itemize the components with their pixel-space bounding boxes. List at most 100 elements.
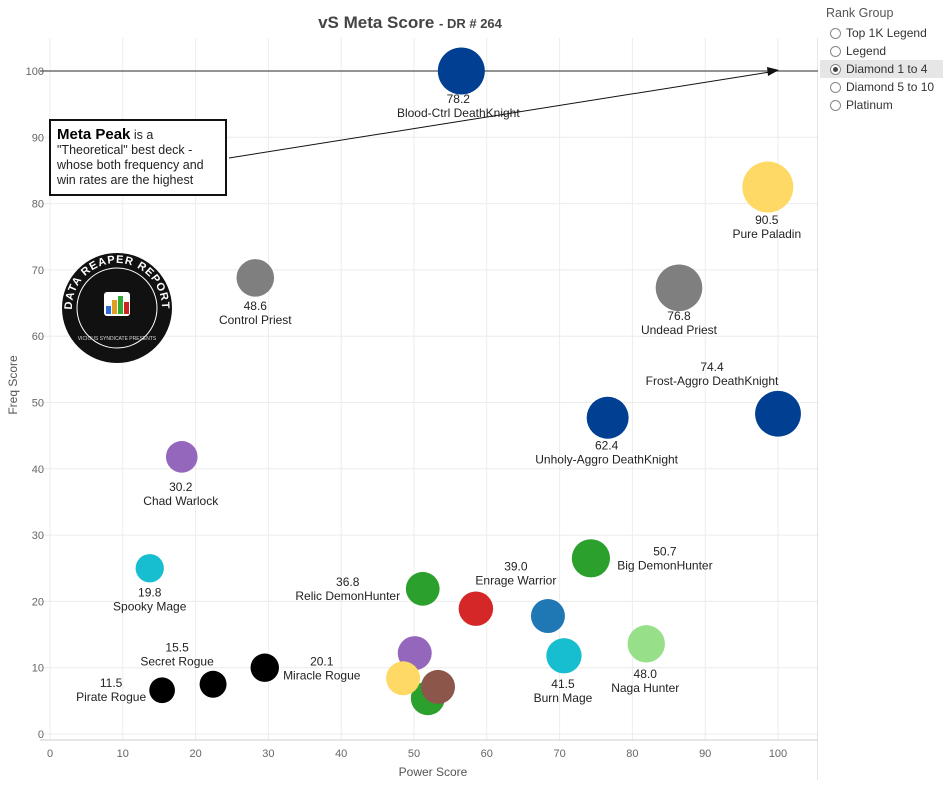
- y-tick-label: 60: [32, 331, 44, 343]
- logo-subtext: VICIOUS SYNDICATE PRESENTS: [78, 336, 157, 342]
- y-tick-label: 40: [32, 464, 44, 476]
- bubble-score: 74.4: [700, 360, 724, 374]
- bubble-label: Pirate Rogue: [76, 690, 146, 704]
- rank-option[interactable]: Top 1K Legend: [820, 24, 943, 42]
- x-tick-label: 90: [699, 748, 711, 760]
- x-tick-label: 80: [626, 748, 638, 760]
- bubble-label: Control Priest: [219, 313, 292, 327]
- bubble-label: Blood-Ctrl DeathKnight: [397, 106, 520, 120]
- bubble: [742, 161, 794, 213]
- rank-group-filter: Rank Group Top 1K Legend Legend Diamond 1 …: [820, 6, 943, 114]
- x-tick-label: 70: [553, 748, 565, 760]
- x-tick-label: 50: [408, 748, 420, 760]
- bubble-score: 48.6: [244, 299, 268, 313]
- bubble: [165, 441, 198, 473]
- rank-option[interactable]: Legend: [820, 42, 943, 60]
- bubble: [135, 554, 164, 583]
- bubble: [571, 539, 611, 578]
- bubble: [405, 571, 440, 606]
- annotation-arrow: [228, 71, 771, 159]
- x-axis-label: Power Score: [399, 765, 468, 779]
- rank-option[interactable]: Platinum: [820, 96, 943, 114]
- y-tick-label: 70: [32, 265, 44, 277]
- bubble-score: 50.7: [653, 544, 677, 558]
- bubble-label: Pure Paladin: [732, 227, 801, 241]
- y-tick-label: 20: [32, 596, 44, 608]
- bubble-label: Relic DemonHunter: [295, 589, 400, 603]
- x-tick-label: 60: [481, 748, 493, 760]
- radio-icon[interactable]: [830, 27, 841, 39]
- bubble-score: 76.8: [667, 309, 691, 323]
- bubble-score: 48.0: [634, 667, 658, 681]
- bubble-label: Unholy-Aggro DeathKnight: [535, 453, 678, 467]
- bubble: [586, 396, 629, 439]
- bubble-score: 11.5: [100, 676, 123, 690]
- logo-bar: [106, 306, 111, 314]
- rank-option[interactable]: Diamond 1 to 4: [820, 60, 943, 78]
- legend-title: Rank Group: [826, 6, 894, 20]
- bubble: [530, 598, 565, 633]
- bubble-label: Enrage Warrior: [475, 574, 556, 588]
- rank-option-label: Platinum: [846, 98, 893, 112]
- rank-option-label: Diamond 1 to 4: [846, 62, 928, 76]
- radio-icon[interactable]: [830, 45, 841, 57]
- logo-ring: [76, 267, 158, 349]
- bubble-label: Undead Priest: [641, 323, 718, 337]
- bubble-label: Chad Warlock: [143, 494, 219, 508]
- bubble-label: Burn Mage: [534, 691, 593, 705]
- bubble-score: 78.2: [447, 92, 471, 106]
- bubble-score: 19.8: [138, 585, 162, 599]
- bubble: [236, 259, 275, 297]
- bubble: [546, 638, 582, 674]
- x-tick-label: 30: [262, 748, 274, 760]
- y-tick-label: 50: [32, 398, 44, 410]
- bubble-score: 62.4: [595, 439, 619, 453]
- bubble-label: Frost-Aggro DeathKnight: [646, 374, 779, 388]
- bubble: [458, 591, 494, 626]
- x-tick-label: 20: [189, 748, 201, 760]
- bubble-score: 15.5: [165, 640, 189, 654]
- radio-icon[interactable]: [830, 81, 841, 93]
- annotation-bold: Meta Peak: [57, 126, 131, 143]
- bubble-label: Miracle Rogue: [283, 669, 361, 683]
- y-tick-label: 30: [32, 530, 44, 542]
- scatter-chart: 0 10 20 30 40 50 60 70 80 90 100 0 10 20 30 40 50 60 70 80 9…: [6, 13, 818, 780]
- bubble: [199, 670, 227, 698]
- x-tick-label: 0: [47, 748, 53, 760]
- bubble-score: 36.8: [336, 575, 360, 589]
- radio-icon[interactable]: [830, 63, 841, 75]
- bubble-label: Naga Hunter: [611, 681, 679, 695]
- annotation-text: is a "Theoretical" best deck - whose bot…: [57, 128, 204, 187]
- rank-option-label: Diamond 5 to 10: [846, 80, 935, 94]
- x-tick-label: 100: [769, 748, 787, 760]
- x-tick-label: 40: [335, 748, 347, 760]
- rank-option-label: Top 1K Legend: [846, 26, 927, 40]
- bubble-score: 41.5: [551, 677, 575, 691]
- bubble: [655, 264, 703, 312]
- bubble: [437, 47, 485, 95]
- radio-icon[interactable]: [830, 99, 841, 111]
- x-tick-label: 10: [117, 748, 129, 760]
- chart-subtitle: - DR # 264: [439, 16, 503, 31]
- bubble-score: 90.5: [755, 213, 779, 227]
- y-tick-label: 0: [38, 729, 44, 741]
- bubble: [627, 625, 665, 663]
- bubble-label: Spooky Mage: [113, 599, 187, 613]
- bubble: [421, 669, 456, 704]
- y-tick-label: 80: [32, 199, 44, 211]
- logo-bar: [118, 296, 123, 314]
- meta-peak-annotation: Meta Peak is a "Theoretical" best deck -…: [49, 119, 227, 196]
- bubble: [250, 653, 279, 682]
- bubble-label: Secret Rogue: [140, 654, 214, 668]
- rank-option-label: Legend: [846, 44, 887, 58]
- bubble-score: 39.0: [504, 560, 528, 574]
- arrowhead-icon: [767, 67, 779, 76]
- y-tick-label: 90: [32, 132, 44, 144]
- chart-title: vS Meta Score - DR # 264: [318, 13, 503, 32]
- logo-bar: [112, 300, 117, 314]
- rank-option[interactable]: Diamond 5 to 10: [820, 78, 943, 96]
- bubble: [755, 390, 801, 437]
- bubble: [386, 661, 421, 696]
- bubble-label: Big DemonHunter: [617, 558, 712, 572]
- y-tick-label: 100: [26, 66, 44, 78]
